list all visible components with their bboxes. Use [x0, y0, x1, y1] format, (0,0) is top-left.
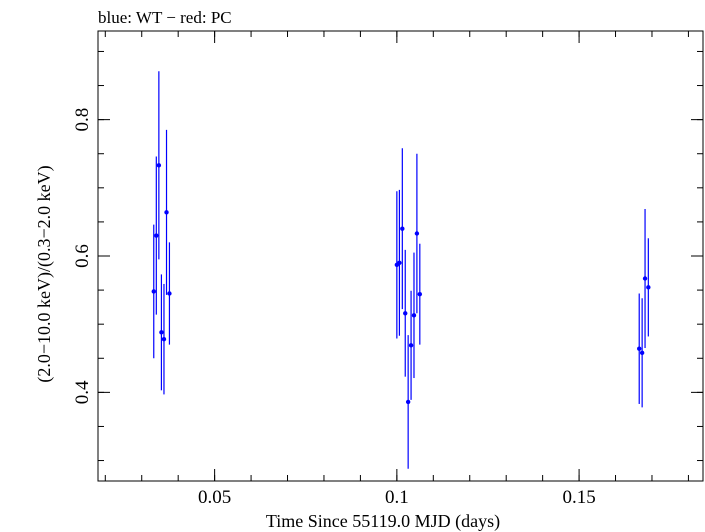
- data-point: [414, 231, 420, 236]
- chart-title: blue: WT − red: PC: [98, 8, 232, 27]
- y-tick-label: 0.8: [72, 108, 93, 132]
- y-tick-label: 0.4: [72, 380, 93, 404]
- data-point: [397, 260, 402, 266]
- plot-frame: [97, 30, 704, 482]
- data-point: [405, 399, 411, 405]
- data-point: [642, 276, 648, 281]
- x-tick-label: 0.05: [198, 487, 231, 508]
- x-tick-label: 0.15: [562, 487, 595, 508]
- data-point: [400, 226, 405, 231]
- data-points: [151, 71, 651, 469]
- data-point: [646, 285, 651, 290]
- x-axis-label: Time Since 55119.0 MJD (days): [266, 511, 500, 532]
- axis-ticks: 0.05 0.1 0.15 0.4 0.6 0.8: [72, 31, 703, 508]
- y-tick-label: 0.6: [72, 244, 93, 268]
- data-point: [411, 313, 417, 318]
- data-point: [151, 289, 156, 294]
- data-point: [156, 163, 162, 168]
- data-point: [403, 311, 408, 316]
- data-point: [639, 350, 645, 356]
- data-point: [154, 233, 159, 238]
- data-point: [417, 291, 423, 297]
- y-axis-label: (2.0−10.0 keV)/(0.3−2.0 keV): [34, 165, 55, 382]
- x-tick-label: 0.1: [385, 487, 409, 508]
- data-point: [164, 210, 169, 215]
- data-point: [167, 291, 172, 296]
- data-point: [637, 346, 642, 351]
- data-point: [159, 330, 164, 335]
- data-point: [408, 343, 414, 348]
- data-point: [161, 336, 167, 342]
